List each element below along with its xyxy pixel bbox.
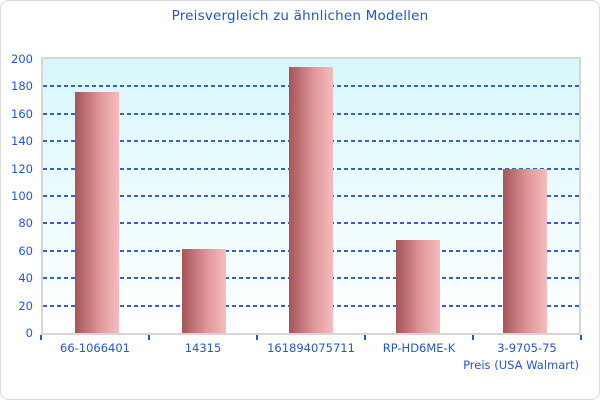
x-axis-tick-4: [472, 335, 474, 340]
x-axis-tick-5: [580, 335, 582, 340]
x-axis-tick-0: [40, 335, 42, 340]
bar-14315: [181, 249, 226, 333]
bar-3-9705-75: [503, 168, 548, 333]
x-axis-tick-2: [256, 335, 258, 340]
y-tick-label-20: 20: [18, 298, 33, 313]
bar-66-1066401: [74, 91, 119, 333]
bar-161894075711: [289, 67, 333, 333]
y-tick-label-100: 100: [11, 189, 33, 203]
y-tick-label-180: 180: [11, 79, 33, 94]
x-category-label-66-1066401: 66-1066401: [60, 341, 130, 355]
y-tick-label-160: 160: [11, 106, 33, 121]
y-tick-label-0: 0: [25, 326, 33, 340]
x-category-label-3-9705-75: 3-9705-75: [497, 341, 557, 355]
y-tick-label-140: 140: [11, 134, 33, 149]
x-category-label-161894075711: 161894075711: [267, 341, 355, 355]
x-category-label-14315: 14315: [184, 341, 222, 355]
y-tick-label-60: 60: [18, 243, 33, 258]
y-tick-label-40: 40: [18, 271, 33, 286]
x-category-label-RP-HD6ME-K: RP-HD6ME-K: [382, 341, 456, 355]
x-axis-tick-3: [364, 335, 366, 340]
y-tick-label-80: 80: [18, 216, 33, 231]
x-axis-title: Preis (USA Walmart): [463, 358, 579, 372]
y-tick-label-120: 120: [11, 161, 33, 176]
bar-RP-HD6ME-K: [396, 239, 441, 333]
y-tick-label-200: 200: [11, 52, 33, 66]
x-axis-tick-1: [148, 335, 150, 340]
chart-title: Preisvergleich zu ähnlichen Modellen: [171, 8, 429, 24]
plot-area: [41, 57, 581, 335]
